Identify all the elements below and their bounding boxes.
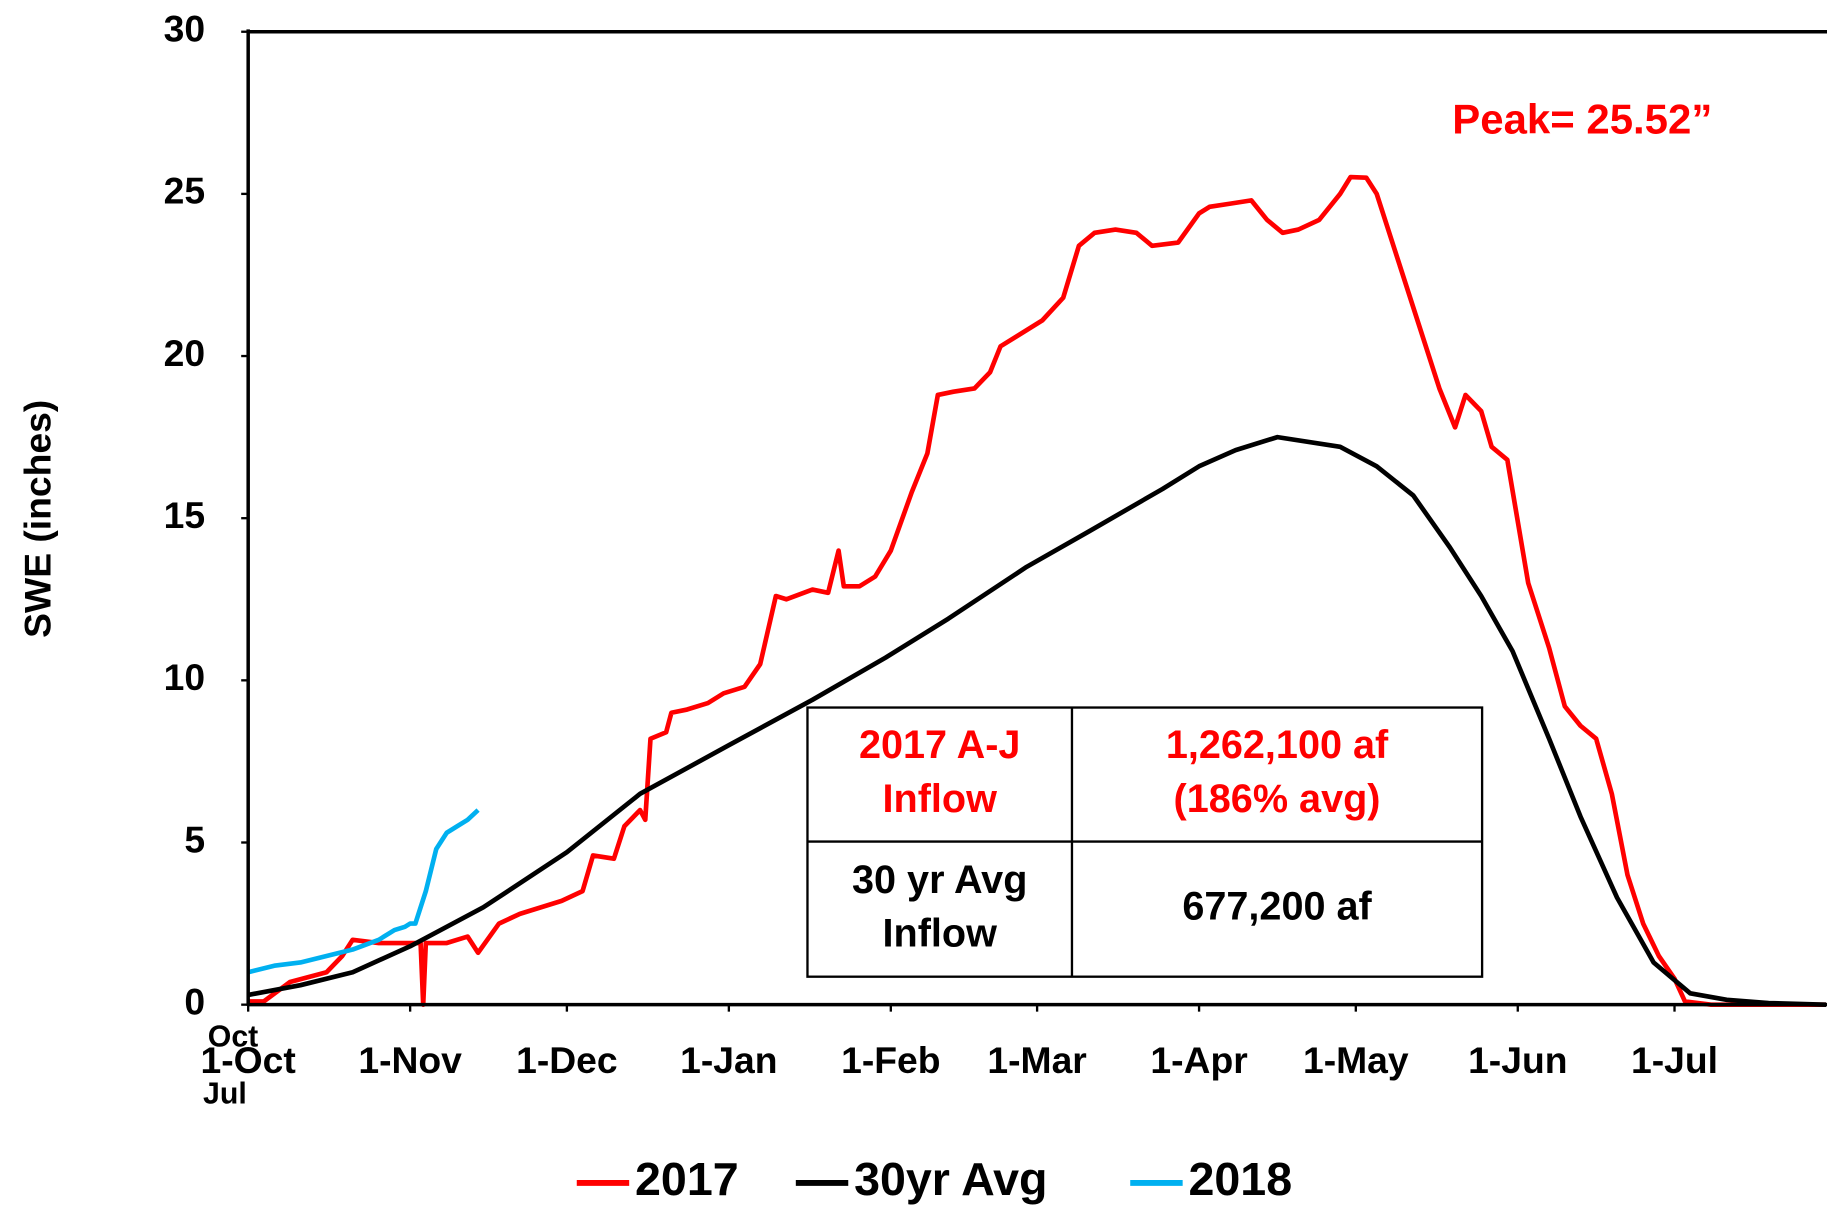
- legend-label: 2017: [635, 1153, 739, 1205]
- table-cell: 1,262,100 af: [1166, 723, 1389, 767]
- x-tick-label: 1-Jan: [680, 1039, 777, 1081]
- y-axis-label: SWE (inches): [17, 400, 59, 638]
- legend-label: 30yr Avg: [854, 1153, 1047, 1205]
- series-line: [248, 174, 1827, 1007]
- x-tick-label: 1-Jul: [1631, 1039, 1718, 1081]
- x-tick-label: 1-Mar: [987, 1039, 1086, 1081]
- x-tick-label: 1-Oct: [201, 1039, 296, 1081]
- y-tick-label: 10: [164, 656, 205, 698]
- axis-annotation: Oct: [208, 1020, 258, 1053]
- x-tick-label: 1-Nov: [358, 1039, 462, 1081]
- x-tick-label: 1-Feb: [841, 1039, 940, 1081]
- table-cell: Inflow: [883, 911, 998, 955]
- y-tick-label: 30: [164, 8, 205, 50]
- inflow-table: 2017 A-J Inflow 1,262,100 af (186% avg) 30 y…: [806, 706, 1484, 978]
- series-line: [248, 434, 1827, 1007]
- axis-annotation: Jul: [203, 1078, 247, 1111]
- legend-label: 2018: [1188, 1153, 1292, 1205]
- table-cell: 2017 A-J: [859, 723, 1020, 767]
- x-tick-label: 1-May: [1303, 1039, 1409, 1081]
- y-tick-label: 15: [164, 494, 205, 536]
- table-cell: 677,200 af: [1182, 885, 1372, 929]
- x-tick-label: 1-Dec: [516, 1039, 618, 1081]
- x-tick-label: 1-Jun: [1468, 1039, 1567, 1081]
- table-cell: Inflow: [883, 777, 998, 821]
- series-line: [248, 808, 480, 975]
- table-cell: (186% avg): [1174, 777, 1381, 821]
- y-tick-label: 5: [184, 818, 205, 860]
- y-tick-label: 20: [164, 332, 205, 374]
- y-tick-label: 0: [184, 981, 205, 1023]
- peak-annotation: Peak= 25.52”: [1452, 96, 1712, 143]
- y-tick-label: 25: [164, 170, 205, 212]
- table-cell: 30 yr Avg: [852, 858, 1027, 902]
- plot-area: [248, 174, 1827, 1007]
- x-tick-label: 1-Apr: [1150, 1039, 1247, 1081]
